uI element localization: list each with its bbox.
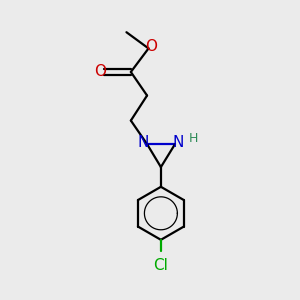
Text: O: O <box>145 39 157 54</box>
Text: N: N <box>138 135 149 150</box>
Text: O: O <box>94 64 106 79</box>
Text: N: N <box>173 135 184 150</box>
Text: Cl: Cl <box>154 258 168 273</box>
Text: H: H <box>189 132 198 145</box>
